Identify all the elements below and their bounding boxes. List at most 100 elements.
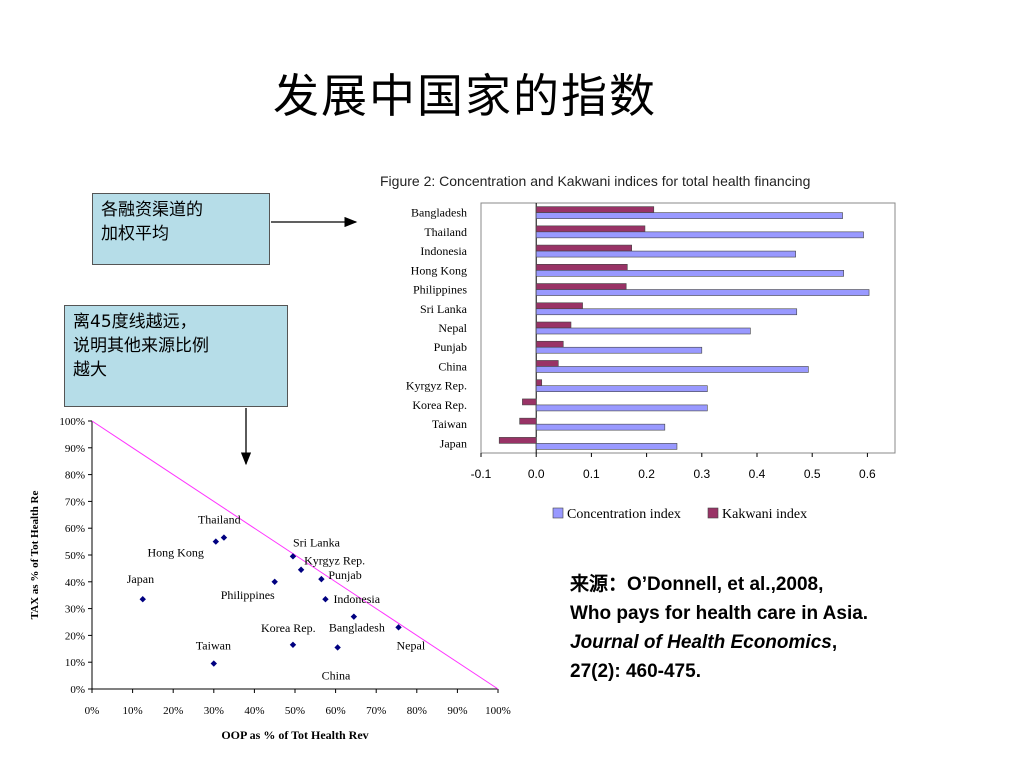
x-tick-label: 0.4 bbox=[749, 467, 766, 481]
source-punct: , bbox=[831, 632, 838, 653]
bar-concentration-Japan bbox=[535, 443, 678, 450]
y-tick-label: 70% bbox=[65, 496, 85, 508]
x-tick-label: 30% bbox=[204, 705, 224, 717]
bar-concentration-Korea Rep. bbox=[535, 404, 708, 412]
category-label: Japan bbox=[440, 436, 467, 450]
point-Japan bbox=[139, 596, 146, 603]
source-line: 来源：O’Donnell, et al.,2008, bbox=[570, 574, 824, 595]
bar-concentration-Punjab bbox=[535, 346, 703, 354]
x-tick-label: 10% bbox=[123, 705, 143, 717]
category-label: Punjab bbox=[434, 340, 467, 354]
point-Thailand bbox=[220, 534, 228, 541]
bar-concentration-Indonesia bbox=[535, 250, 796, 258]
category-label: Hong Kong bbox=[411, 263, 467, 277]
annotation-weighted-average: 各融资渠道的 加权平均 bbox=[92, 193, 270, 265]
bar-kakwani-Korea Rep. bbox=[522, 398, 537, 406]
bar-kakwani-Bangladesh bbox=[535, 206, 655, 213]
bar-kakwani-Indonesia bbox=[535, 244, 632, 252]
point-label: Japan bbox=[127, 572, 154, 586]
point-label: Bangladesh bbox=[329, 621, 385, 635]
page-title: 发展中国家的指数 bbox=[273, 69, 657, 123]
point-label: Taiwan bbox=[196, 639, 231, 653]
annotation-line: 各融资渠道的 bbox=[101, 200, 203, 220]
legend-label-kakwani: Kakwani index bbox=[722, 507, 807, 522]
bar-concentration-Thailand bbox=[535, 231, 864, 239]
y-tick-label: 50% bbox=[65, 550, 85, 562]
bar-kakwani-Punjab bbox=[535, 340, 564, 348]
bar-concentration-Taiwan bbox=[535, 423, 666, 431]
point-label: Indonesia bbox=[333, 592, 380, 606]
x-tick-label: 0.6 bbox=[859, 467, 876, 481]
x-tick-label: 50% bbox=[285, 705, 305, 717]
y-tick-label: 90% bbox=[65, 443, 85, 455]
bar-concentration-Nepal bbox=[535, 327, 751, 335]
annotation-line: 加权平均 bbox=[101, 224, 169, 244]
point-label: China bbox=[322, 668, 351, 682]
bar-chart: Figure 2: Concentration and Kakwani indi… bbox=[380, 173, 896, 522]
x-tick-label: 0.5 bbox=[804, 467, 821, 481]
y-tick-label: 60% bbox=[65, 523, 85, 535]
bar-concentration-Hong Kong bbox=[535, 270, 844, 277]
y-tick-label: 100% bbox=[59, 416, 85, 428]
point-Bangladesh bbox=[350, 613, 358, 620]
x-tick-label: 80% bbox=[407, 705, 427, 717]
point-Taiwan bbox=[210, 660, 217, 667]
x-tick-label: 40% bbox=[244, 705, 264, 717]
bar-concentration-Philippines bbox=[535, 289, 870, 296]
point-label: Nepal bbox=[397, 638, 426, 652]
bar-kakwani-Hong Kong bbox=[535, 264, 628, 271]
point-label: Philippines bbox=[221, 588, 275, 602]
bar-concentration-China bbox=[535, 366, 809, 373]
point-Philippines bbox=[271, 578, 278, 585]
point-label: Thailand bbox=[198, 513, 241, 527]
y-tick-label: 80% bbox=[65, 470, 85, 482]
annotation-line: 离45度线越远， bbox=[73, 312, 197, 332]
x-tick-label: 0.2 bbox=[638, 467, 655, 481]
category-label: Korea Rep. bbox=[412, 398, 467, 412]
bar-concentration-Kyrgyz Rep. bbox=[535, 385, 708, 392]
point-Indonesia bbox=[322, 596, 329, 603]
x-tick-label: 90% bbox=[447, 705, 467, 717]
category-label: Indonesia bbox=[420, 244, 467, 258]
category-label: Taiwan bbox=[432, 417, 467, 431]
point-Kyrgyz Rep. bbox=[297, 566, 305, 573]
category-label: Kyrgyz Rep. bbox=[406, 379, 467, 393]
y-tick-label: 0% bbox=[70, 684, 85, 696]
annotation-45-degree: 离45度线越远， 说明其他来源比例 越大 bbox=[64, 305, 288, 407]
point-Nepal bbox=[395, 624, 402, 631]
bar-concentration-Bangladesh bbox=[535, 212, 843, 219]
point-label: Sri Lanka bbox=[293, 535, 341, 549]
legend-swatch-concentration bbox=[552, 507, 564, 519]
x-tick-label: 0.1 bbox=[583, 467, 600, 481]
x-tick-label: 0.3 bbox=[693, 467, 710, 481]
x-tick-label: 0% bbox=[85, 705, 100, 717]
chart-title: Figure 2: Concentration and Kakwani indi… bbox=[380, 173, 810, 189]
point-label: Kyrgyz Rep. bbox=[304, 554, 365, 568]
x-tick-label: -0.1 bbox=[471, 467, 492, 481]
source-line: Who pays for health care in Asia. bbox=[570, 603, 869, 624]
y-tick-label: 30% bbox=[65, 604, 85, 616]
bar-kakwani-China bbox=[535, 360, 559, 367]
diagonal-reference-line bbox=[91, 420, 499, 690]
x-tick-label: 60% bbox=[326, 705, 346, 717]
source-citation: 来源：O’Donnell, et al.,2008, Who pays for … bbox=[570, 570, 1010, 686]
scatter-chart: 0% 10% 20% 30% 40% 50% 60% 70% 80% 90% 100% 0% 10% 20… bbox=[29, 416, 511, 742]
bar-concentration-Sri Lanka bbox=[535, 308, 798, 316]
x-axis-label: OOP as % of Tot Health Rev bbox=[221, 728, 368, 742]
source-line: 27(2): 460-475. bbox=[570, 661, 701, 682]
category-label: China bbox=[438, 359, 467, 373]
x-tick-label: 20% bbox=[163, 705, 183, 717]
y-tick-label: 10% bbox=[65, 657, 85, 669]
journal-name: Journal of Health Economics bbox=[570, 632, 832, 653]
point-China bbox=[334, 644, 341, 651]
y-tick-label: 40% bbox=[65, 577, 85, 589]
point-label: Punjab bbox=[328, 568, 361, 582]
x-tick-label: 70% bbox=[366, 705, 386, 717]
category-label: Thailand bbox=[424, 225, 467, 239]
bar-kakwani-Japan bbox=[498, 437, 537, 444]
x-tick-label: 100% bbox=[485, 705, 511, 717]
bar-kakwani-Kyrgyz Rep. bbox=[535, 379, 543, 386]
y-axis-label: TAX as % of Tot Health Re bbox=[29, 491, 41, 620]
point-Hong Kong bbox=[212, 538, 220, 545]
annotation-line: 说明其他来源比例 bbox=[73, 336, 209, 356]
